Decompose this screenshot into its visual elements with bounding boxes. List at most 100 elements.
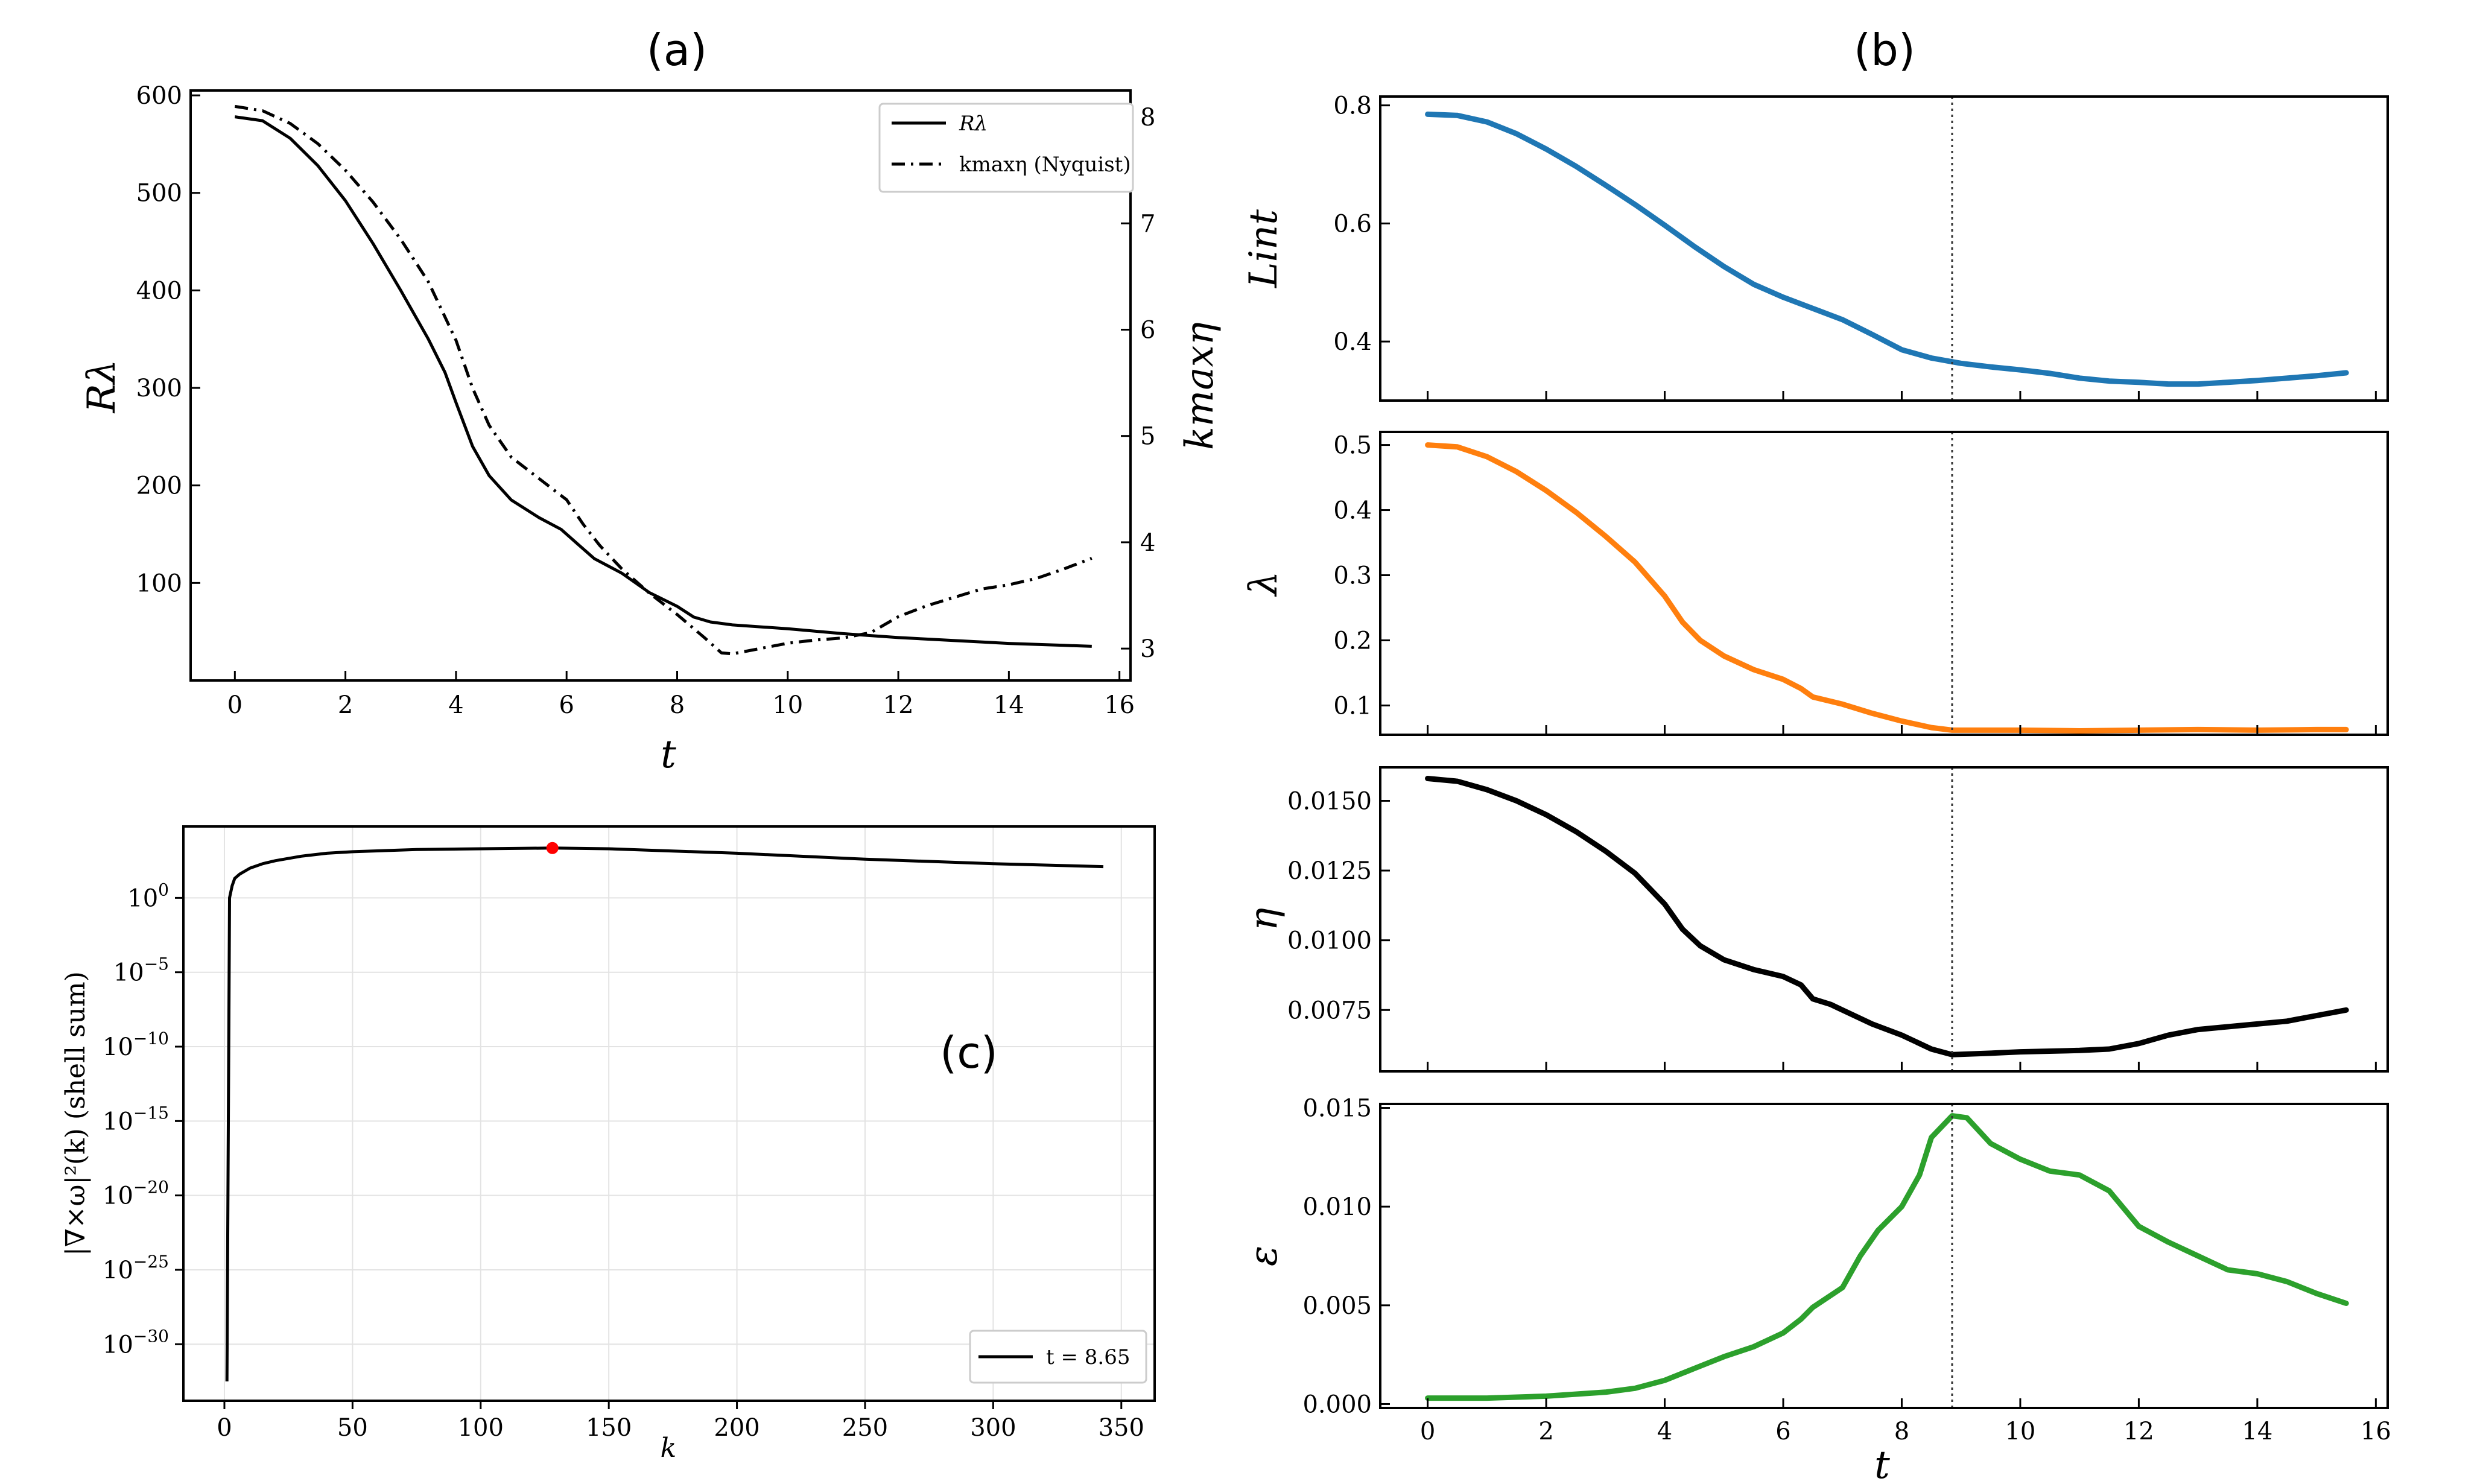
a-xtick-label: 4 xyxy=(448,691,463,719)
panel-c-frame xyxy=(182,825,1156,1402)
a-xtick-label: 12 xyxy=(883,691,914,719)
c-xtick-label: 250 xyxy=(842,1414,888,1442)
panel-a: (a) 0 2 4 6 8 10 12 14 16 100 200 300 400 500 600 3 4 5… xyxy=(80,25,1222,777)
b-frame xyxy=(1379,1103,2389,1409)
panel-b-subplot-3: 0 2 4 6 8 10 12 14 16 0.000 0.005 0.010 0.015 ε xyxy=(1242,1095,2391,1445)
panel-a-ylabel: Rλ xyxy=(80,360,124,414)
b-ytick-label: 0.0125 xyxy=(1287,857,1372,885)
b-series-0 xyxy=(1425,111,2349,387)
b-xtick-label: 12 xyxy=(2123,1418,2154,1445)
c-series-0 xyxy=(225,846,1104,1381)
a-ytick-label: 500 xyxy=(136,180,182,208)
c-xtick-label: 200 xyxy=(714,1414,759,1442)
a-series-0 xyxy=(234,115,1092,648)
b-ytick-label: 0.6 xyxy=(1333,210,1372,238)
a-y2tick-label: 3 xyxy=(1140,635,1155,663)
panel-b-subplot-0: 0.4 0.6 0.8 Lint xyxy=(1242,92,2389,402)
b-ylabel-3: ε xyxy=(1242,1246,1286,1266)
b-ytick-label: 0.0100 xyxy=(1287,927,1372,955)
c-peak-marker xyxy=(546,842,559,854)
c-xtick-label: 150 xyxy=(586,1414,632,1442)
a-xtick-label: 0 xyxy=(227,691,243,719)
legend-box xyxy=(969,1330,1147,1384)
b-series-3 xyxy=(1425,1113,2349,1401)
b-ylabel-2: η xyxy=(1242,908,1286,931)
a-xtick-label: 6 xyxy=(559,691,574,719)
b-ylabel-0: Lint xyxy=(1242,209,1286,288)
c-xtick-label: 50 xyxy=(337,1414,368,1442)
panel-c-ylabel: |∇×ω|²(k) (shell sum) xyxy=(60,971,91,1256)
panel-a-label: (a) xyxy=(647,25,707,75)
a-y2tick-label: 4 xyxy=(1140,529,1155,557)
a-ytick-label: 200 xyxy=(136,472,182,500)
a-y2tick-label: 6 xyxy=(1140,316,1155,344)
panel-b-subplot-1: 0.1 0.2 0.3 0.4 0.5 λ xyxy=(1242,431,2389,736)
a-ytick-label: 300 xyxy=(136,375,182,402)
b-xtick-label: 6 xyxy=(1775,1418,1790,1445)
panel-b: (b) 0.40.60.8Lint0.10.20.30.40.5λ0.00750… xyxy=(1242,25,2391,1484)
c-xtick-label: 300 xyxy=(970,1414,1016,1442)
panel-b-xlabel: t xyxy=(1874,1443,1890,1484)
b-ytick-label: 0.2 xyxy=(1333,627,1372,655)
b-ytick-label: 0.1 xyxy=(1333,692,1372,720)
a-ytick-label: 600 xyxy=(136,82,182,110)
c-ytick-label: 100 xyxy=(127,880,169,912)
b-frame xyxy=(1379,766,2389,1073)
b-ytick-label: 0.8 xyxy=(1333,92,1372,120)
panel-c: 0 50 100 150 200 250 300 350 100 10−5 10−10 10−15 1… xyxy=(60,825,1156,1463)
c-ytick-label: 10−10 xyxy=(103,1029,169,1061)
panel-b-subplot-2: 0.0075 0.0100 0.0125 0.0150 η xyxy=(1242,766,2389,1073)
b-frame xyxy=(1379,431,2389,736)
a-ytick-label: 400 xyxy=(136,277,182,305)
panel-a-frame xyxy=(189,89,1132,682)
b-series-2 xyxy=(1425,776,2349,1058)
a-series-1 xyxy=(234,104,1092,656)
b-ytick-label: 0.0150 xyxy=(1287,787,1372,815)
b-ytick-label: 0.3 xyxy=(1333,562,1372,590)
b-ytick-label: 0.000 xyxy=(1302,1390,1372,1418)
b-ytick-label: 0.4 xyxy=(1333,328,1372,356)
a-xtick-label: 2 xyxy=(338,691,353,719)
c-ytick-label: 10−30 xyxy=(103,1326,169,1359)
a-y2tick-label: 5 xyxy=(1140,423,1155,451)
c-ytick-label: 10−15 xyxy=(103,1103,169,1135)
b-ytick-label: 0.015 xyxy=(1302,1095,1372,1123)
a-xtick-label: 8 xyxy=(670,691,685,719)
legend-entry-t: t = 8.65 xyxy=(1046,1345,1130,1369)
a-y2tick-label: 7 xyxy=(1140,210,1155,238)
b-xtick-label: 2 xyxy=(1538,1418,1553,1445)
b-series-1 xyxy=(1425,442,2349,734)
panel-c-label: (c) xyxy=(940,1027,998,1078)
b-frame xyxy=(1379,95,2389,402)
legend-entry-kmax-eta: kmaxη (Nyquist) xyxy=(959,153,1131,177)
b-ytick-label: 0.0075 xyxy=(1287,997,1372,1024)
c-ytick-label: 10−20 xyxy=(103,1178,169,1210)
b-xtick-label: 16 xyxy=(2361,1418,2391,1445)
c-xtick-label: 100 xyxy=(458,1414,504,1442)
legend-entry-r-lambda: Rλ xyxy=(959,112,988,136)
a-xtick-label: 10 xyxy=(772,691,803,719)
b-ytick-label: 0.4 xyxy=(1333,497,1372,525)
b-ytick-label: 0.005 xyxy=(1302,1292,1372,1320)
b-ylabel-1: λ xyxy=(1242,571,1286,598)
b-ytick-label: 0.5 xyxy=(1333,432,1372,460)
panel-a-legend: Rλ kmaxη (Nyquist) xyxy=(878,103,1134,193)
b-xtick-label: 4 xyxy=(1657,1418,1672,1445)
c-xtick-label: 350 xyxy=(1099,1414,1144,1442)
panel-a-xlabel: t xyxy=(661,732,676,777)
b-xtick-label: 10 xyxy=(2005,1418,2035,1445)
a-xtick-label: 14 xyxy=(994,691,1024,719)
panel-b-label: (b) xyxy=(1854,25,1915,75)
c-ytick-label: 10−5 xyxy=(113,954,169,987)
c-ytick-label: 10−25 xyxy=(103,1252,169,1284)
legend-box xyxy=(878,103,1134,193)
a-xtick-label: 16 xyxy=(1104,691,1135,719)
b-xtick-label: 8 xyxy=(1894,1418,1909,1445)
panel-a-y2label: kmaxη xyxy=(1178,322,1222,450)
a-y2tick-label: 8 xyxy=(1140,104,1155,132)
b-ytick-label: 0.010 xyxy=(1302,1193,1372,1221)
b-xtick-label: 14 xyxy=(2242,1418,2272,1445)
b-xtick-label: 0 xyxy=(1420,1418,1435,1445)
panel-c-xlabel: k xyxy=(661,1433,677,1463)
